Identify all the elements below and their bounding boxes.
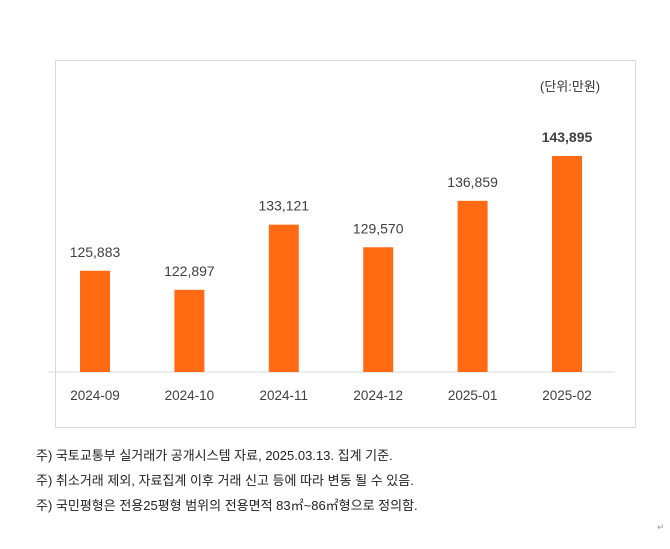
- data-label: 136,859: [447, 174, 498, 190]
- x-tick-label: 2025-01: [448, 388, 498, 403]
- data-label: 125,883: [70, 244, 121, 260]
- bar: [552, 156, 582, 372]
- footnote: 주) 국토교통부 실거래가 공개시스템 자료, 2025.03.13. 집계 기…: [36, 448, 393, 463]
- x-tick-label: 2024-12: [353, 388, 403, 403]
- footnotes: 주) 국토교통부 실거래가 공개시스템 자료, 2025.03.13. 집계 기…: [36, 443, 418, 518]
- paragraph-mark: ↵: [657, 522, 665, 532]
- x-tick-label: 2024-09: [70, 388, 120, 403]
- x-tick-label: 2024-10: [165, 388, 215, 403]
- bar: [174, 289, 205, 372]
- data-label: 133,121: [258, 198, 309, 214]
- data-label: 122,897: [164, 263, 215, 279]
- bar: [457, 200, 488, 372]
- unit-label: (단위:만원): [540, 79, 601, 94]
- chart-frame: [55, 60, 636, 428]
- data-label: 129,570: [353, 220, 404, 236]
- bar: [268, 224, 299, 372]
- data-label: 143,895: [542, 129, 593, 145]
- footnote: 주) 국민평형은 전용25평형 범위의 전용면적 83㎡~86㎡형으로 정의함.: [36, 498, 418, 513]
- x-tick-label: 2025-02: [542, 388, 592, 403]
- bar: [80, 270, 110, 372]
- bar: [363, 247, 394, 372]
- footnote: 주) 취소거래 제외, 자료집계 이후 거래 신고 등에 따라 변동 될 수 있…: [36, 473, 414, 488]
- x-tick-label: 2024-11: [260, 388, 309, 403]
